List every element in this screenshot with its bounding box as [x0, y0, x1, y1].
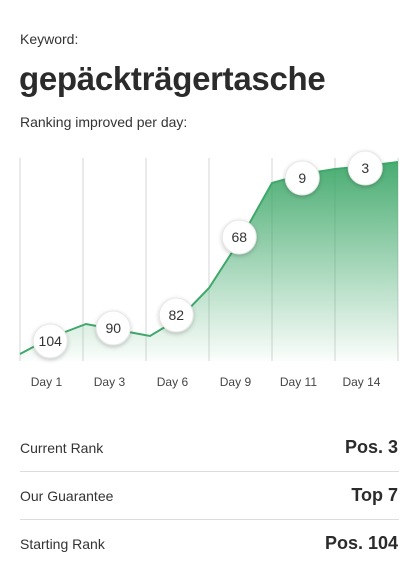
- x-tick-label: Day 9: [220, 375, 252, 389]
- rank-bubble-circle: [347, 150, 383, 186]
- x-tick-label: Day 6: [157, 375, 189, 389]
- stat-row-guarantee: Our Guarantee Top 7: [20, 472, 399, 520]
- rank-bubble-label: 104: [39, 333, 63, 349]
- rank-bubble: 68: [221, 219, 257, 255]
- rank-bubble-circle: [158, 297, 194, 333]
- guarantee-value: Top 7: [351, 485, 398, 505]
- rank-bubble-label: 9: [298, 170, 306, 186]
- rank-bubble: 3: [347, 150, 383, 186]
- x-tick-label: Day 1: [31, 375, 63, 389]
- guarantee-label: Our Guarantee: [20, 488, 114, 504]
- chart-subtitle: Ranking improved per day:: [20, 114, 188, 130]
- rank-bubble-label: 90: [105, 320, 121, 336]
- x-tick-label: Day 3: [94, 375, 126, 389]
- chart-area-fill: [20, 162, 398, 361]
- rank-bubble-label: 82: [168, 307, 184, 323]
- rank-bubble: 9: [284, 160, 320, 196]
- stat-row-starting-rank: Starting Rank Pos. 104: [20, 520, 399, 567]
- keyword-title: gepäckträgertasche: [19, 60, 326, 97]
- rank-bubble-circle: [284, 160, 320, 196]
- x-tick-label: Day 11: [280, 375, 317, 389]
- starting-rank-label: Starting Rank: [20, 536, 105, 552]
- current-rank-label: Current Rank: [20, 440, 104, 456]
- rank-bubble: 82: [158, 297, 194, 333]
- x-tick-label: Day 14: [342, 375, 380, 389]
- rank-bubble-circle: [32, 323, 68, 359]
- current-rank-value: Pos. 3: [344, 437, 398, 457]
- rank-bubble-circle: [95, 310, 131, 346]
- rank-bubble-circle: [221, 219, 257, 255]
- rank-bubble: 90: [95, 310, 131, 346]
- ranking-chart: 104 90 82 68 9 3 Day 1 Day 3 Day 6 Day 9 Day 11 Da…: [19, 150, 399, 389]
- rank-stats: Current Rank Pos. 3 Our Guarantee Top 7 …: [20, 424, 399, 567]
- chart-series-line: [19, 161, 399, 355]
- starting-rank-value: Pos. 104: [324, 533, 398, 553]
- rank-bubble: 104: [32, 323, 68, 359]
- stat-row-current-rank: Current Rank Pos. 3: [20, 424, 399, 472]
- rank-bubble-label: 68: [231, 229, 247, 245]
- rank-bubble-label: 3: [361, 160, 369, 176]
- keyword-label: Keyword:: [20, 31, 79, 47]
